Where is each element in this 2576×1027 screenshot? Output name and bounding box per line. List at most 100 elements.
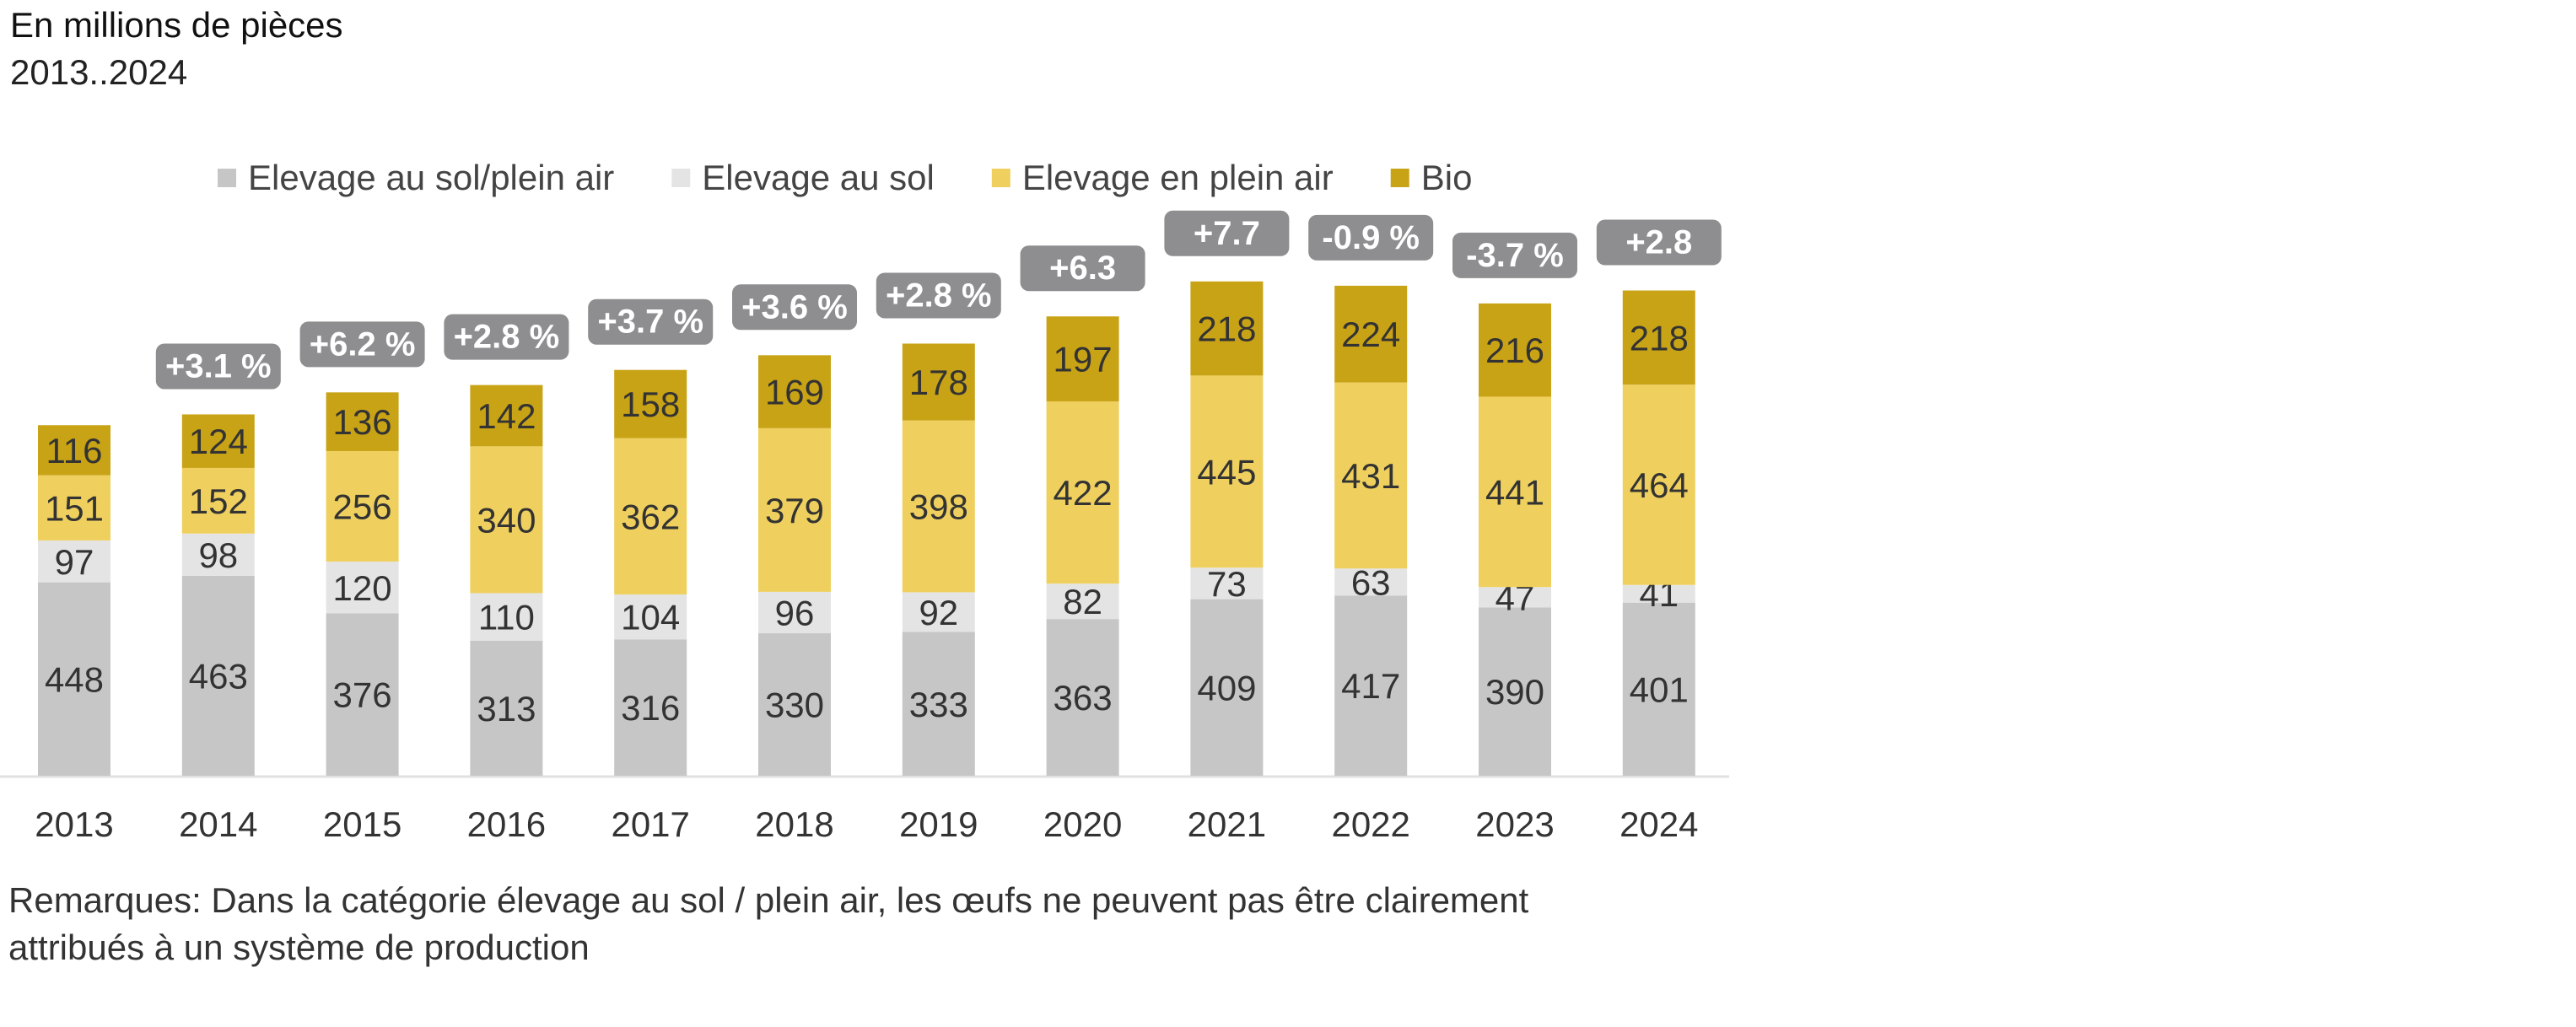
bar-segment-2-2019 xyxy=(902,420,975,593)
growth-label-2018: +3.6 % xyxy=(741,288,848,325)
data-label-3-2019: 178 xyxy=(909,363,968,402)
bar-segment-1-2014 xyxy=(181,533,255,576)
growth-badge-2017 xyxy=(588,298,714,345)
data-label-0-2022: 417 xyxy=(1341,666,1400,706)
bar-segment-3-2024 xyxy=(1622,290,1695,385)
data-label-1-2018: 96 xyxy=(775,593,815,632)
x-tick-label-2016: 2016 xyxy=(467,804,546,844)
growth-label-2020: +6.3 xyxy=(1049,250,1116,287)
data-label-3-2017: 158 xyxy=(621,384,680,424)
growth-badge-2021 xyxy=(1164,210,1290,256)
bar-segment-2-2020 xyxy=(1046,401,1119,584)
data-label-3-2023: 216 xyxy=(1485,331,1544,370)
bar-segment-2-2023 xyxy=(1479,396,1551,588)
bar-segment-3-2022 xyxy=(1334,285,1408,383)
data-label-1-2013: 97 xyxy=(55,542,94,582)
growth-label-2017: +3.7 % xyxy=(597,304,703,341)
bar-segment-3-2014 xyxy=(181,414,255,468)
data-label-2-2020: 422 xyxy=(1054,473,1113,513)
growth-badge-2018 xyxy=(732,284,857,331)
x-tick-label-2017: 2017 xyxy=(611,804,689,844)
data-label-1-2021: 73 xyxy=(1207,564,1247,604)
bar-segment-1-2013 xyxy=(38,540,110,583)
bar-segment-0-2024 xyxy=(1622,602,1695,776)
data-label-1-2015: 120 xyxy=(333,568,392,608)
x-tick-label-2022: 2022 xyxy=(1331,804,1409,844)
bar-segment-2-2022 xyxy=(1334,382,1408,569)
legend-label-0: Elevage au sol/plein air xyxy=(248,158,614,197)
legend-swatch-1 xyxy=(671,169,691,187)
data-label-1-2022: 63 xyxy=(1351,562,1391,602)
growth-label-2024: +2.8 xyxy=(1625,224,1692,261)
legend-swatch-3 xyxy=(1390,169,1409,187)
legend-label-1: Elevage au sol xyxy=(702,158,935,197)
growth-badge-2014 xyxy=(155,343,281,390)
bar-segment-0-2020 xyxy=(1046,619,1119,776)
growth-label-2021: +7.7 xyxy=(1194,215,1260,252)
data-label-0-2024: 401 xyxy=(1630,669,1689,709)
bar-segment-2-2014 xyxy=(181,467,255,534)
legend-label-2: Elevage en plein air xyxy=(1022,158,1334,197)
x-tick-label-2013: 2013 xyxy=(35,804,113,844)
x-tick-label-2021: 2021 xyxy=(1188,804,1266,844)
data-label-0-2015: 376 xyxy=(333,675,392,715)
bar-segment-2-2024 xyxy=(1622,384,1695,585)
data-label-1-2020: 82 xyxy=(1063,582,1102,621)
chart-subtitle: 2013..2024 xyxy=(10,52,188,92)
data-label-3-2022: 224 xyxy=(1341,315,1400,354)
data-label-0-2021: 409 xyxy=(1197,668,1256,707)
bar-segment-0-2023 xyxy=(1479,607,1551,776)
legend-swatch-2 xyxy=(991,169,1010,187)
bar-segment-0-2014 xyxy=(181,575,255,776)
bar-segment-2-2013 xyxy=(38,475,110,540)
data-label-3-2013: 116 xyxy=(46,431,103,470)
x-tick-label-2019: 2019 xyxy=(899,804,978,844)
bar-segment-1-2018 xyxy=(758,591,831,634)
data-label-3-2015: 136 xyxy=(333,402,392,442)
data-label-2-2022: 431 xyxy=(1341,456,1400,496)
growth-badge-2023 xyxy=(1452,232,1577,278)
bar-segment-3-2023 xyxy=(1479,303,1551,397)
growth-label-2023: -3.7 % xyxy=(1466,237,1564,274)
bar-segment-3-2017 xyxy=(614,369,687,438)
bar-segment-0-2016 xyxy=(470,640,543,776)
note-line-1: Remarques: Dans la catégorie élevage au … xyxy=(8,880,1529,920)
bar-segment-1-2020 xyxy=(1046,583,1119,620)
bar-segment-3-2015 xyxy=(326,392,399,451)
bar-segment-2-2018 xyxy=(758,427,831,592)
bar-segment-2-2021 xyxy=(1190,375,1264,568)
x-tick-label-2015: 2015 xyxy=(323,804,401,844)
bar-segment-0-2013 xyxy=(38,582,110,776)
bar-segment-3-2020 xyxy=(1046,316,1119,402)
growth-label-2014: +3.1 % xyxy=(165,347,272,384)
data-label-1-2014: 98 xyxy=(198,535,238,575)
data-label-2-2015: 256 xyxy=(333,487,392,527)
growth-badge-2015 xyxy=(299,321,425,368)
note-line-2: attribués à un système de production xyxy=(8,928,590,967)
data-label-2-2014: 152 xyxy=(189,481,248,521)
x-tick-label-2023: 2023 xyxy=(1475,804,1554,844)
data-label-3-2020: 197 xyxy=(1054,340,1113,379)
data-label-3-2014: 124 xyxy=(189,422,248,461)
bar-segment-3-2016 xyxy=(470,384,543,447)
bar-segment-1-2016 xyxy=(470,593,543,641)
bar-segment-2-2017 xyxy=(614,438,687,594)
bar-segment-2-2016 xyxy=(470,446,543,594)
growth-label-2016: +2.8 % xyxy=(454,319,560,356)
data-label-0-2023: 390 xyxy=(1485,672,1544,712)
data-label-0-2016: 313 xyxy=(477,689,536,729)
chart-note: Remarques: Dans la catégorie élevage au … xyxy=(8,877,1695,971)
bar-segment-0-2017 xyxy=(614,639,687,776)
growth-label-2019: +2.8 % xyxy=(886,277,992,314)
bar-segment-0-2022 xyxy=(1334,595,1408,776)
data-label-2-2018: 379 xyxy=(765,491,824,530)
x-tick-label-2018: 2018 xyxy=(755,804,833,844)
bar-segment-0-2019 xyxy=(902,632,975,776)
data-label-3-2016: 142 xyxy=(477,396,536,436)
data-label-3-2018: 169 xyxy=(765,373,824,412)
bar-segment-3-2021 xyxy=(1190,281,1264,376)
bar-segment-3-2018 xyxy=(758,355,831,428)
bar-segment-1-2017 xyxy=(614,594,687,640)
data-label-2-2016: 340 xyxy=(477,500,536,540)
